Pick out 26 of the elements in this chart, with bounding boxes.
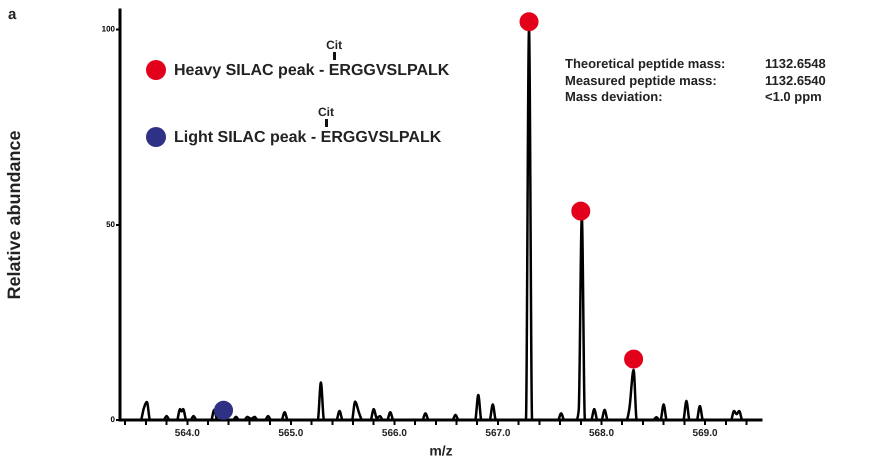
text: <1.0 ppm: [765, 89, 823, 106]
x-axis-title: m/z: [429, 442, 453, 458]
x-tick-label: 564.0: [174, 428, 200, 439]
text: a: [8, 6, 16, 23]
x-tick-label: 568.0: [588, 428, 614, 439]
annotation: Cit: [326, 38, 342, 52]
legend-label: Light SILAC peak - ERGGVSLPALK: [174, 128, 442, 146]
point: [571, 202, 590, 221]
x-tick-label: 566.0: [382, 428, 408, 439]
annotation: Cit: [318, 104, 334, 118]
text: 1132.6540: [765, 72, 826, 89]
annotation: Measured peptide mass:: [565, 72, 718, 89]
y-tick-label: 0: [110, 415, 116, 424]
text: 1132.6548: [765, 56, 826, 72]
y-tick-label: 100: [102, 24, 116, 34]
point: [520, 12, 539, 32]
x-tick-label: 567.0: [485, 428, 511, 439]
x-tick-label: 565.0: [278, 428, 304, 439]
y-tick-label: 50: [106, 220, 116, 229]
annotation: Mass deviation:: [565, 89, 664, 106]
point: [214, 400, 234, 420]
legend-label: Heavy SILAC peak - ERGGVSLPALK: [174, 60, 450, 80]
x-tick-label: 569.0: [692, 428, 718, 439]
annotation: Theoretical peptide mass:: [565, 56, 726, 72]
y-axis-title: Relative abundance: [4, 130, 24, 300]
point: [624, 350, 644, 369]
